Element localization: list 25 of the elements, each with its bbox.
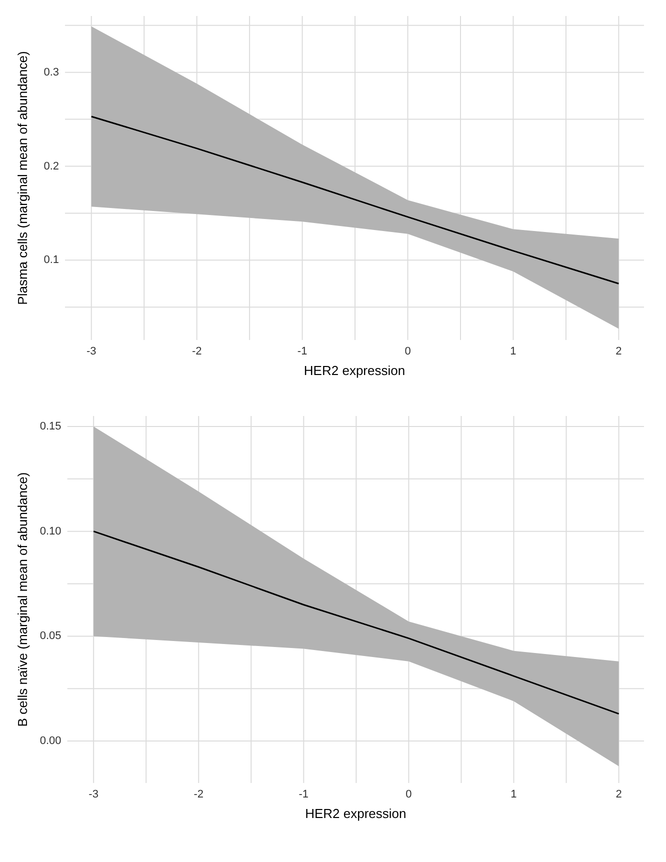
x-tick-label: 1 [510,788,517,800]
y-tick-label: 0.10 [40,525,62,538]
x-tick-label: 2 [616,788,622,800]
x-tick-label: 0 [406,788,412,800]
y-tick-label: 0.05 [40,630,62,642]
x-tick-label: -2 [194,788,204,800]
x-tick-label: 2 [616,346,622,358]
y-tick-label: 0.00 [40,735,62,748]
x-tick-label: -1 [298,788,309,800]
y-axis-title: B cells naïve (marginal mean of abundance) [15,472,30,727]
y-tick-label: 0.15 [40,420,62,432]
x-tick-label: -1 [297,346,308,358]
x-tick-label: 0 [404,346,411,358]
y-tick-label: 0.3 [44,66,59,78]
y-axis-title: Plasma cells (marginal mean of abundance) [15,51,30,305]
line-series [90,116,620,284]
x-axis-title: HER2 expression [305,806,406,821]
x-tick-label: -3 [88,788,98,800]
x-tick-label: 1 [510,346,516,358]
y-tick-label: 0.2 [44,160,59,172]
x-tick-label: -3 [86,346,96,358]
y-tick-label: 0.1 [44,254,59,266]
x-tick-label: -2 [192,346,202,358]
x-axis-title: HER2 expression [304,363,406,378]
line-series [92,530,620,715]
